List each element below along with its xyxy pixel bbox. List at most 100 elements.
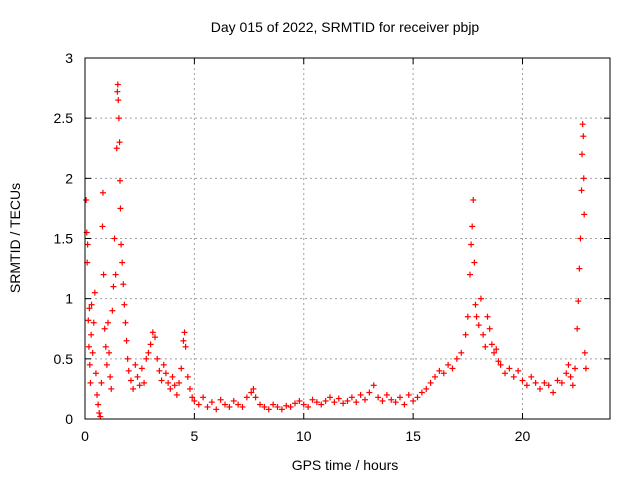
data-point	[121, 301, 128, 308]
data-point	[495, 358, 502, 365]
data-point	[519, 377, 526, 384]
data-point	[162, 370, 169, 377]
x-tick-label: 10	[296, 428, 312, 444]
data-point	[112, 271, 119, 278]
data-point	[575, 298, 582, 305]
data-point	[488, 341, 495, 348]
data-point	[85, 317, 92, 324]
x-tick-label: 15	[405, 428, 421, 444]
y-axis: 0 0.5 1 1.5 2 2.5 3	[54, 50, 610, 427]
data-point	[340, 400, 347, 407]
data-point	[88, 301, 95, 308]
data-point	[165, 379, 172, 386]
data-point	[472, 301, 479, 308]
data-point	[414, 394, 421, 401]
data-point	[171, 382, 178, 389]
data-point	[313, 399, 320, 406]
data-point	[335, 395, 342, 402]
data-point	[100, 271, 107, 278]
x-tick-label: 0	[81, 428, 89, 444]
data-point	[95, 401, 102, 408]
data-point	[528, 373, 535, 380]
data-point	[493, 346, 500, 353]
data-point	[123, 337, 130, 344]
data-point	[239, 403, 246, 410]
y-tick-label: 2	[65, 170, 73, 186]
data-point	[99, 189, 106, 196]
data-point	[115, 97, 122, 104]
data-point	[567, 373, 574, 380]
data-point	[392, 399, 399, 406]
data-point	[89, 349, 96, 356]
data-point	[318, 401, 325, 408]
data-point	[577, 235, 584, 242]
data-point	[182, 343, 189, 350]
y-tick-label: 2.5	[54, 110, 74, 126]
data-point	[453, 355, 460, 362]
data-point	[554, 377, 561, 384]
data-point	[574, 325, 581, 332]
data-point	[118, 241, 125, 248]
data-point	[113, 145, 120, 152]
data-point	[464, 313, 471, 320]
data-point	[491, 349, 498, 356]
x-tick-label: 5	[190, 428, 198, 444]
data-point	[327, 394, 333, 401]
chart-title: Day 015 of 2022, SRMTID for receiver pbj…	[211, 19, 480, 35]
data-point	[436, 367, 443, 374]
data-point	[401, 401, 408, 408]
y-tick-label: 1	[65, 291, 73, 307]
data-point	[156, 367, 163, 374]
data-point	[85, 343, 92, 350]
y-tick-label: 0	[65, 411, 73, 427]
data-point	[160, 361, 167, 368]
data-point	[445, 361, 452, 368]
data-point	[475, 322, 482, 329]
gridlines	[85, 58, 610, 419]
data-point	[471, 259, 478, 266]
data-point	[344, 397, 351, 404]
data-point	[532, 379, 539, 386]
data-point	[235, 401, 242, 408]
data-point	[482, 343, 489, 350]
data-point	[110, 283, 117, 290]
data-point	[147, 341, 154, 348]
data-point	[579, 121, 586, 128]
data-point	[563, 370, 570, 377]
data-point	[134, 373, 141, 380]
data-point	[141, 379, 148, 386]
data-point	[99, 223, 106, 230]
data-point	[581, 349, 588, 356]
data-point	[204, 403, 211, 410]
data-point	[88, 331, 95, 338]
data-point	[91, 289, 98, 296]
data-point	[418, 389, 425, 396]
data-point	[576, 265, 583, 272]
data-point	[477, 295, 484, 302]
data-point	[108, 385, 115, 392]
data-point	[502, 370, 508, 377]
data-point	[309, 396, 316, 403]
y-tick-label: 3	[65, 50, 73, 66]
data-point	[397, 394, 403, 401]
data-point	[357, 391, 364, 398]
data-point	[470, 196, 477, 203]
data-point	[440, 370, 447, 377]
data-point	[106, 349, 113, 356]
data-point	[180, 337, 187, 344]
data-point	[252, 394, 259, 401]
data-point	[187, 385, 193, 392]
data-point	[154, 355, 161, 362]
data-point	[305, 403, 312, 410]
data-point	[243, 394, 250, 401]
data-point	[405, 391, 412, 398]
data-point	[458, 349, 465, 356]
data-point	[86, 361, 93, 368]
data-point	[208, 399, 215, 406]
data-point	[124, 355, 131, 362]
data-point	[176, 379, 183, 386]
data-point	[558, 379, 565, 386]
data-point	[132, 361, 139, 368]
y-tick-label: 0.5	[54, 351, 74, 367]
